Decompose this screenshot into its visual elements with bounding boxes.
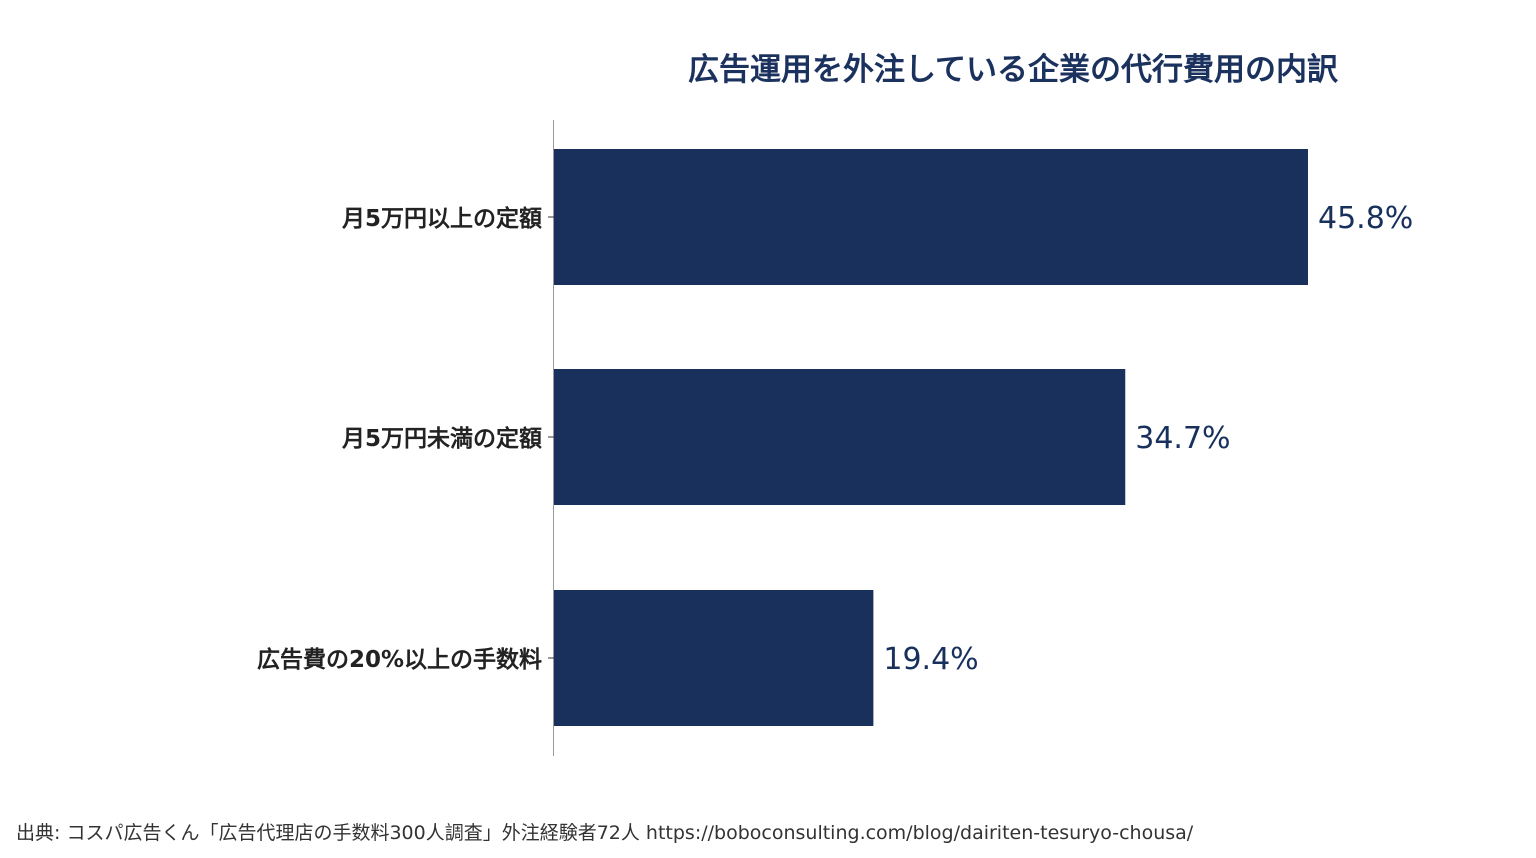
bar-1: [554, 149, 1308, 285]
category-label-3: 広告費の20%以上の手数料: [257, 646, 542, 673]
data-label-1: 45.8%: [1318, 201, 1413, 236]
source-note: 出典: コスパ広告くん「広告代理店の手数料300人調査」外注経験者72人 htt…: [16, 822, 1194, 844]
category-label-2: 月5万円未満の定額: [341, 425, 542, 452]
data-label-2: 34.7%: [1135, 421, 1230, 456]
category-label-1: 月5万円以上の定額: [341, 205, 542, 232]
bars-group: 月5万円以上の定額 45.8% 月5万円未満の定額 34.7% 広告費の20%以上の手数…: [257, 149, 1413, 726]
data-label-3: 19.4%: [883, 642, 978, 677]
chart-title: 広告運用を外注している企業の代行費用の内訳: [688, 52, 1339, 88]
bar-2: [554, 369, 1126, 505]
bar-3: [554, 590, 874, 726]
